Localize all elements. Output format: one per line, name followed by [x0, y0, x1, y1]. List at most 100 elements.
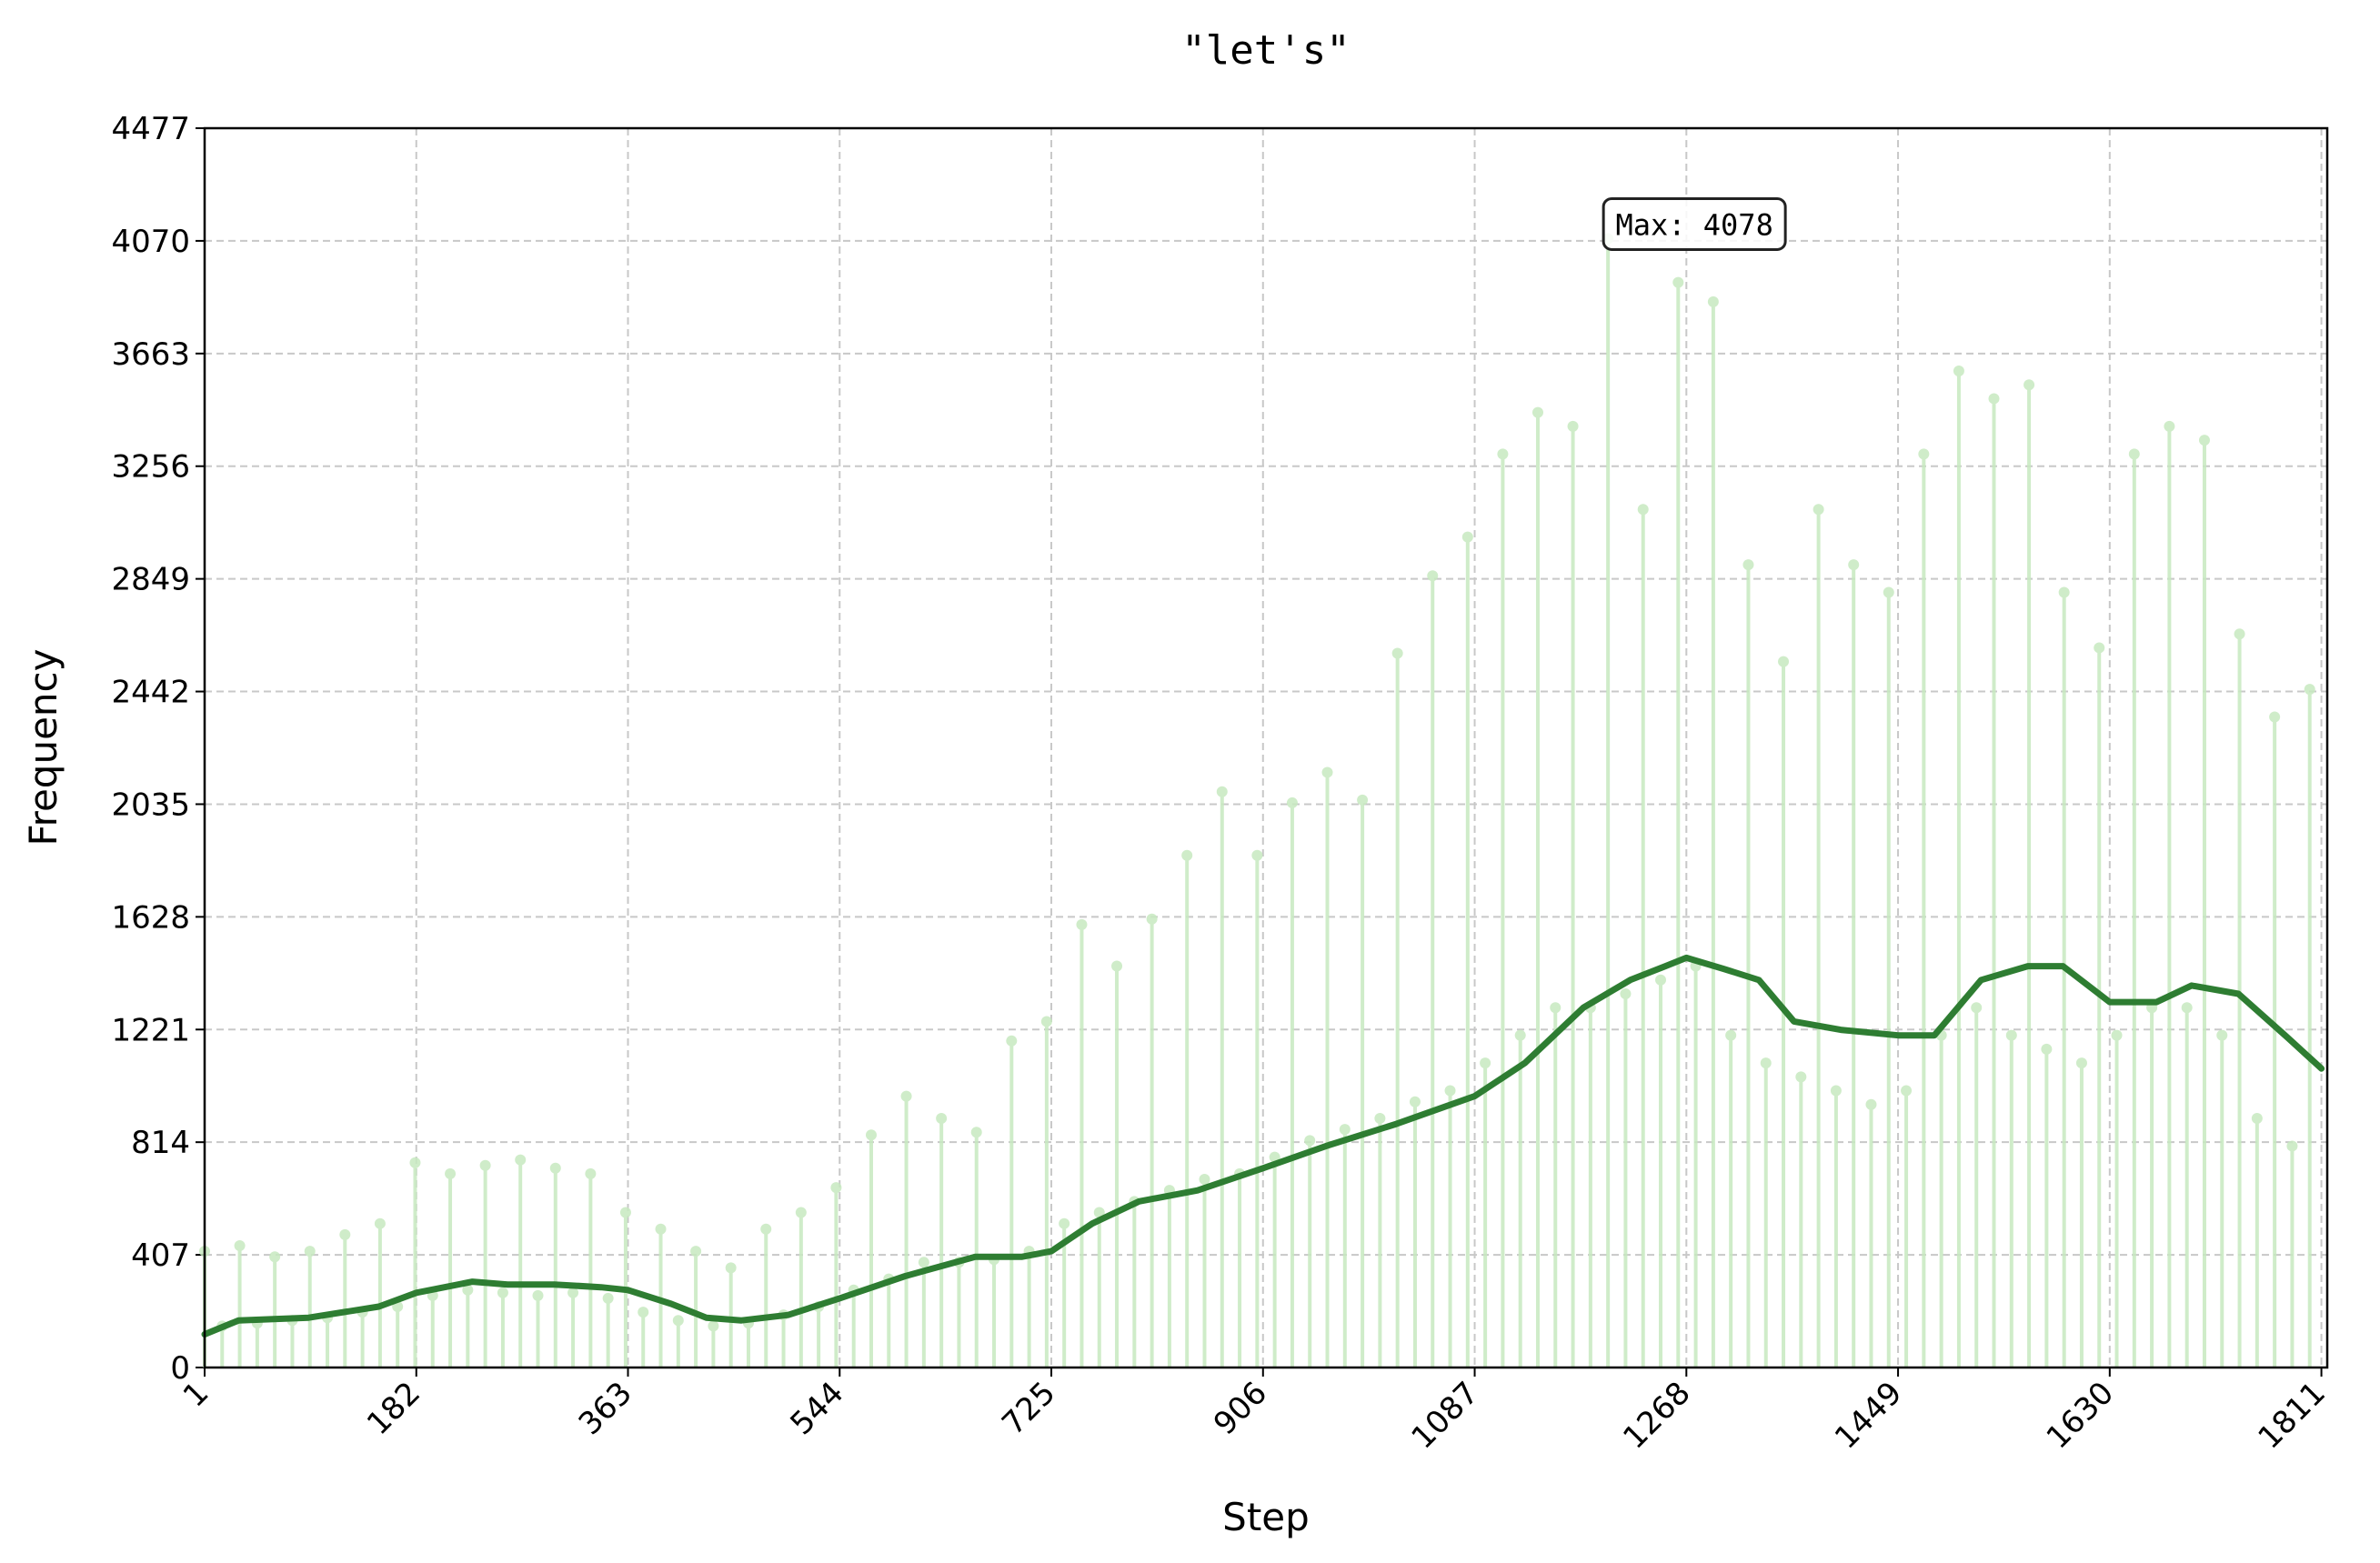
- stem-marker: [497, 1287, 508, 1298]
- stem-marker: [2216, 1029, 2228, 1041]
- stem-marker: [2111, 1029, 2123, 1041]
- stem-marker: [2094, 642, 2105, 654]
- y-tick-label: 3663: [111, 336, 190, 373]
- stem-marker: [1040, 1016, 1052, 1027]
- stem-marker: [2058, 586, 2070, 598]
- stem-marker: [1742, 559, 1754, 571]
- stem-marker: [409, 1157, 421, 1168]
- stem-marker: [1760, 1057, 1772, 1069]
- stem-marker: [2041, 1043, 2053, 1055]
- stem-marker: [1286, 797, 1298, 808]
- stem-marker: [2251, 1112, 2263, 1124]
- stem-marker: [1444, 1085, 1456, 1097]
- stem-marker: [2005, 1029, 2017, 1041]
- stem-marker: [1567, 420, 1579, 432]
- stem-marker: [2198, 435, 2210, 446]
- stem-marker: [585, 1167, 597, 1179]
- stem-marker: [1093, 1207, 1105, 1218]
- stem-marker: [936, 1112, 948, 1124]
- stem-marker: [1181, 849, 1193, 861]
- stem-marker: [2234, 628, 2245, 640]
- y-tick-label: 814: [131, 1125, 190, 1161]
- y-tick-label: 0: [170, 1350, 190, 1387]
- y-tick-label: 3256: [111, 449, 190, 486]
- stem-marker: [1409, 1096, 1421, 1107]
- stem-marker: [690, 1246, 702, 1257]
- stem-marker: [2164, 420, 2175, 432]
- stem-marker: [1971, 1002, 1983, 1014]
- stem-marker: [374, 1217, 386, 1229]
- y-tick-label: 4477: [111, 111, 190, 147]
- stem-marker: [1251, 849, 1263, 861]
- stem-marker: [602, 1292, 614, 1304]
- y-axis-label: Frequency: [21, 649, 65, 847]
- stem-marker: [708, 1320, 719, 1332]
- stem-marker: [1672, 276, 1684, 288]
- stem-marker: [2286, 1140, 2298, 1152]
- stem-marker: [760, 1223, 772, 1235]
- stem-marker: [549, 1162, 561, 1174]
- stem-marker: [462, 1284, 474, 1296]
- stem-marker: [445, 1167, 457, 1179]
- stem-marker: [1655, 974, 1667, 986]
- stem-marker: [2024, 379, 2035, 391]
- stem-marker: [1918, 448, 1930, 460]
- stem-marker: [1216, 786, 1228, 797]
- stem-marker: [1813, 504, 1824, 516]
- y-tick-label: 407: [131, 1237, 190, 1274]
- stem-marker: [304, 1246, 316, 1257]
- stem-marker: [1304, 1135, 1316, 1147]
- stem-marker: [2304, 684, 2315, 696]
- chart-title: "let's": [1181, 27, 1350, 74]
- stem-marker: [1076, 918, 1088, 930]
- stem-marker: [1339, 1124, 1351, 1136]
- stem-marker: [532, 1289, 544, 1301]
- stem-marker: [638, 1307, 649, 1318]
- stem-marker: [269, 1251, 281, 1263]
- stem-marker: [2181, 1002, 2193, 1014]
- stem-marker: [234, 1240, 246, 1252]
- stem-marker: [1707, 296, 1719, 307]
- y-tick-label: 2849: [111, 562, 190, 598]
- stem-marker: [1848, 559, 1860, 571]
- smoothed-line: [201, 954, 2325, 1338]
- stem-marker: [515, 1154, 527, 1166]
- stem-marker: [918, 1257, 929, 1268]
- stem-marker: [2075, 1057, 2087, 1069]
- stem-marker: [1531, 406, 1543, 418]
- y-tick-label: 2442: [111, 675, 190, 711]
- stem-marker: [1865, 1098, 1877, 1110]
- stem-marker: [1006, 1035, 1018, 1047]
- stem-marker: [1883, 586, 1894, 598]
- stem-marker: [1199, 1173, 1210, 1185]
- stem-marker: [672, 1315, 684, 1327]
- stem-marker: [725, 1262, 737, 1274]
- stem-marker: [479, 1159, 491, 1171]
- stem-marker: [1778, 656, 1790, 667]
- x-axis-label: Step: [1222, 1495, 1310, 1539]
- y-tick-label: 1221: [111, 1012, 190, 1048]
- stem-marker: [1514, 1029, 1526, 1041]
- stem-marker: [1374, 1112, 1386, 1124]
- stem-marker: [1725, 1029, 1737, 1041]
- annotation-text: Max: 4078: [1615, 207, 1772, 242]
- stem-marker: [1357, 794, 1369, 806]
- stem-marker: [1427, 570, 1439, 582]
- plot-frame: [203, 126, 2329, 1369]
- stem-marker: [1391, 647, 1403, 659]
- stem-marker: [567, 1287, 579, 1298]
- stem-marker: [1901, 1085, 1913, 1097]
- stem-marker: [339, 1228, 351, 1240]
- stem-marker: [1059, 1217, 1070, 1229]
- stem-marker: [830, 1182, 842, 1194]
- y-tick-label: 2035: [111, 787, 190, 823]
- stem-marker: [900, 1090, 912, 1102]
- stem-marker: [2269, 711, 2281, 723]
- y-tick-label: 4070: [111, 224, 190, 260]
- stem-marker: [1550, 1002, 1562, 1014]
- stem-marker: [2128, 448, 2140, 460]
- stem-marker: [1497, 448, 1509, 460]
- stem-marker: [795, 1207, 807, 1218]
